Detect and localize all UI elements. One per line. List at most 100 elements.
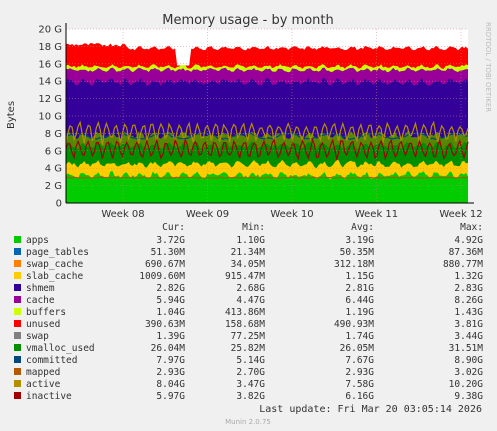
legend-series-name: slab_cache bbox=[26, 271, 83, 282]
legend-value: 1009.60M bbox=[139, 271, 185, 282]
legend-value: 312.18M bbox=[334, 259, 374, 270]
legend-value: 2.83G bbox=[454, 283, 483, 294]
legend-series-name: committed bbox=[26, 355, 77, 366]
legend-value: 31.51M bbox=[449, 343, 484, 354]
legend-value: 2.82G bbox=[156, 283, 185, 294]
legend-value: 8.26G bbox=[454, 295, 483, 306]
legend-value: 3.47G bbox=[236, 379, 265, 390]
legend-value: 3.72G bbox=[156, 235, 185, 246]
legend-value: 690.67M bbox=[145, 259, 185, 270]
legend-swatch bbox=[14, 284, 21, 291]
legend-value: 490.93M bbox=[334, 319, 374, 330]
legend-value: 2.93G bbox=[156, 367, 185, 378]
legend-series-name: page_tables bbox=[26, 247, 89, 258]
legend-swatch bbox=[14, 236, 21, 243]
legend-value: 6.16G bbox=[345, 391, 374, 402]
legend-value: 87.36M bbox=[449, 247, 484, 258]
y-axis-label: Bytes bbox=[6, 101, 17, 129]
legend-value: 25.82M bbox=[231, 343, 266, 354]
legend-value: 21.34M bbox=[231, 247, 266, 258]
legend-value: 915.47M bbox=[225, 271, 265, 282]
legend-value: 50.35M bbox=[340, 247, 375, 258]
y-tick-label: 0 bbox=[56, 199, 62, 210]
legend-value: 1.19G bbox=[345, 307, 374, 318]
legend-value: 2.68G bbox=[236, 283, 265, 294]
legend-swatch bbox=[14, 260, 21, 267]
y-tick-label: 10 G bbox=[38, 112, 62, 123]
y-tick-label: 14 G bbox=[38, 77, 62, 88]
legend-series-name: shmem bbox=[26, 283, 55, 294]
legend-value: 9.38G bbox=[454, 391, 483, 402]
y-tick-label: 8 G bbox=[45, 129, 62, 140]
legend-value: 1.43G bbox=[454, 307, 483, 318]
legend-swatch bbox=[14, 392, 21, 399]
legend-series-name: unused bbox=[26, 319, 60, 330]
legend-value: 26.05M bbox=[340, 343, 375, 354]
legend-value: 5.14G bbox=[236, 355, 265, 366]
footer: Munin 2.0.75 bbox=[225, 418, 271, 426]
last-update: Last update: Fri Mar 20 03:05:14 2026 bbox=[259, 404, 482, 415]
line-mapped bbox=[65, 176, 469, 179]
y-tick-label: 20 G bbox=[38, 25, 62, 36]
legend-series-name: inactive bbox=[26, 391, 72, 402]
legend-swatch bbox=[14, 320, 21, 327]
legend-value: 158.68M bbox=[225, 319, 265, 330]
legend-value: 3.19G bbox=[345, 235, 374, 246]
legend-value: 8.90G bbox=[454, 355, 483, 366]
legend-column-header: Max: bbox=[460, 222, 483, 233]
legend-value: 10.20G bbox=[449, 379, 484, 390]
legend-value: 34.05M bbox=[231, 259, 266, 270]
legend-value: 1.04G bbox=[156, 307, 185, 318]
legend-column-header: Avg: bbox=[351, 222, 374, 233]
legend-value: 5.97G bbox=[156, 391, 185, 402]
legend-value: 1.10G bbox=[236, 235, 265, 246]
legend-value: 1.15G bbox=[345, 271, 374, 282]
legend-value: 3.44G bbox=[454, 331, 483, 342]
legend-series-name: active bbox=[26, 379, 61, 390]
x-tick-label: Week 10 bbox=[270, 209, 313, 220]
y-tick-label: 16 G bbox=[38, 59, 62, 70]
legend-swatch bbox=[14, 356, 21, 363]
watermark: RRDTOOL / TOBI OETIKER bbox=[484, 22, 492, 112]
x-tick-label: Week 09 bbox=[186, 209, 229, 220]
x-tick-label: Week 08 bbox=[101, 209, 144, 220]
legend-value: 390.63M bbox=[145, 319, 185, 330]
legend-value: 7.67G bbox=[345, 355, 374, 366]
y-tick-label: 6 G bbox=[45, 146, 62, 157]
legend-value: 5.94G bbox=[156, 295, 185, 306]
legend-swatch bbox=[14, 380, 21, 387]
legend-series-name: apps bbox=[26, 235, 49, 246]
legend-swatch bbox=[14, 344, 21, 351]
legend-value: 77.25M bbox=[231, 331, 266, 342]
legend-value: 7.58G bbox=[345, 379, 374, 390]
legend-series-name: vmalloc_used bbox=[26, 343, 95, 354]
legend-value: 6.44G bbox=[345, 295, 374, 306]
legend-value: 1.39G bbox=[156, 331, 185, 342]
legend-value: 3.02G bbox=[454, 367, 483, 378]
band-apps bbox=[66, 171, 468, 203]
legend-value: 2.70G bbox=[236, 367, 265, 378]
legend-value: 4.92G bbox=[454, 235, 483, 246]
x-tick-label: Week 12 bbox=[439, 209, 482, 220]
legend-column-header: Cur: bbox=[162, 222, 185, 233]
legend-swatch bbox=[14, 308, 21, 315]
line-active bbox=[65, 120, 469, 146]
legend-value: 3.82G bbox=[236, 391, 265, 402]
legend-value: 2.81G bbox=[345, 283, 374, 294]
legend-swatch bbox=[14, 296, 21, 303]
y-tick-label: 4 G bbox=[45, 164, 62, 175]
legend-value: 8.04G bbox=[156, 379, 185, 390]
legend-series-name: swap_cache bbox=[26, 259, 83, 270]
legend-swatch bbox=[14, 368, 21, 375]
y-tick-label: 12 G bbox=[38, 94, 62, 105]
legend-value: 880.77M bbox=[443, 259, 483, 270]
legend-value: 7.97G bbox=[156, 355, 185, 366]
legend-value: 1.32G bbox=[454, 271, 483, 282]
chart-title: Memory usage - by month bbox=[162, 13, 333, 28]
legend-series-name: mapped bbox=[26, 367, 60, 378]
legend-column-header: Min: bbox=[242, 222, 265, 233]
y-tick-label: 2 G bbox=[45, 181, 62, 192]
legend-swatch bbox=[14, 248, 21, 255]
legend-series-name: buffers bbox=[26, 307, 66, 318]
